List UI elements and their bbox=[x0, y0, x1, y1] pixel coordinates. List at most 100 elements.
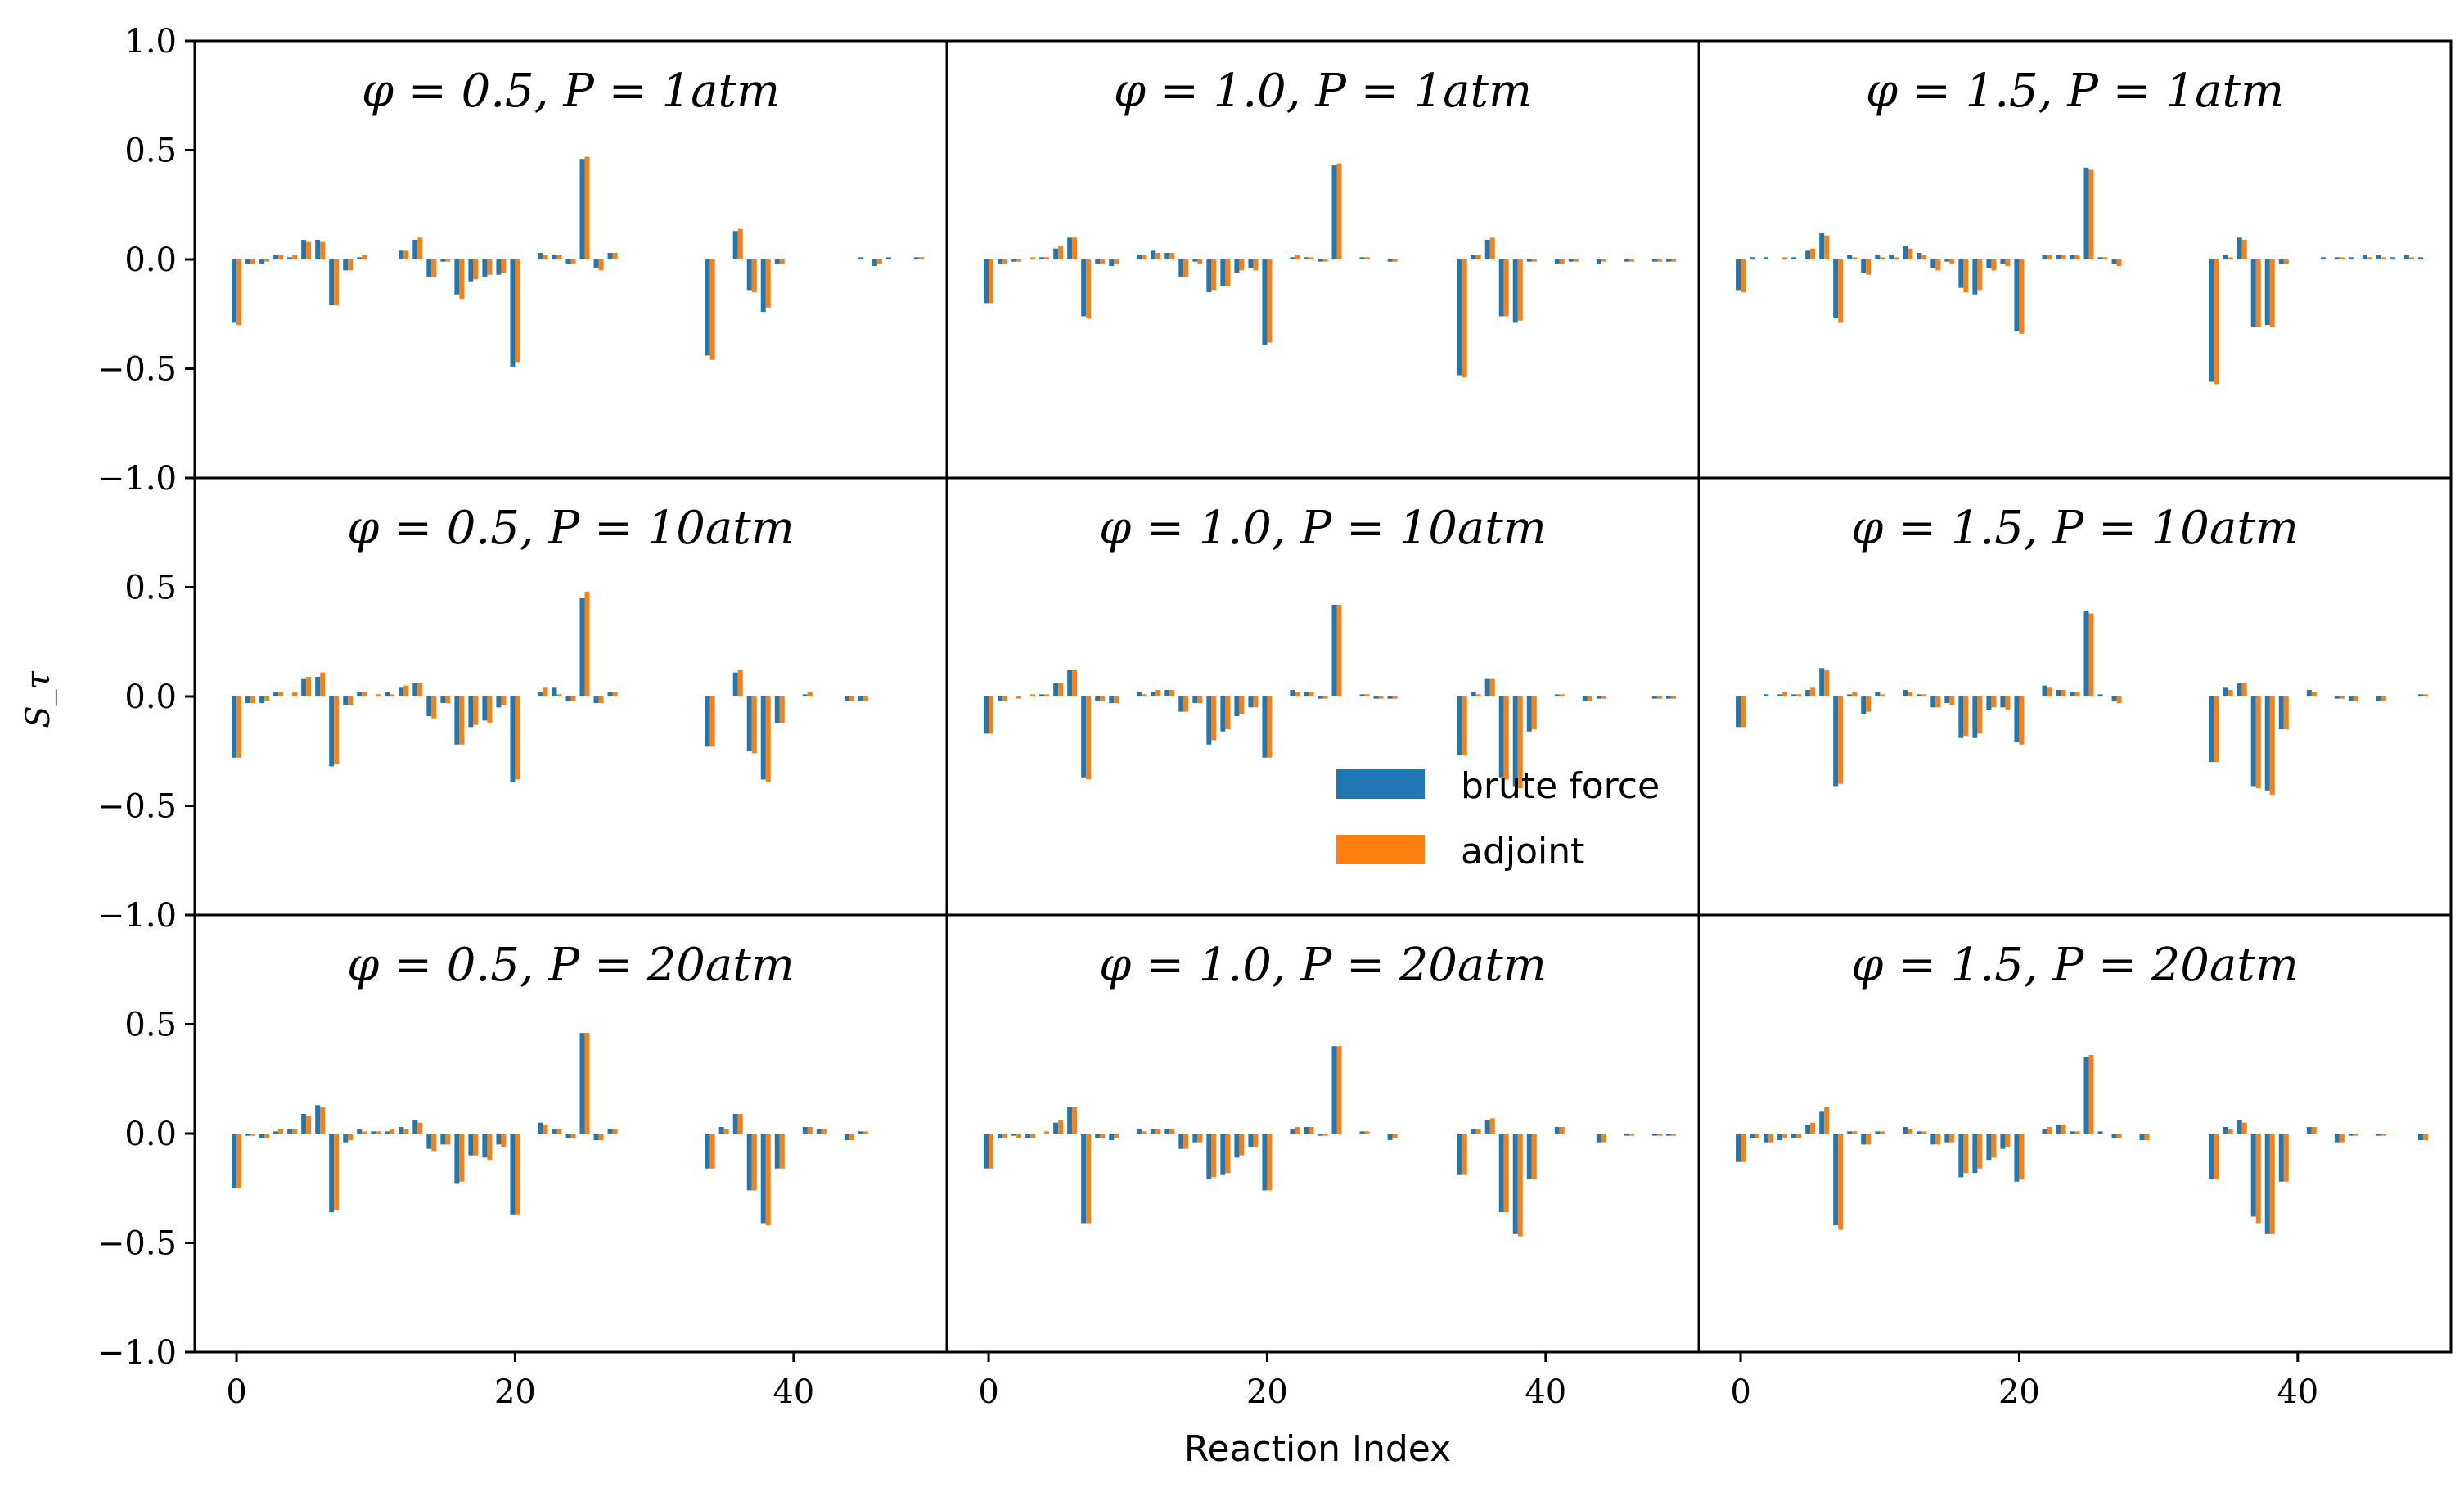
bar-brute-force-29 bbox=[1387, 1134, 1393, 1141]
bar-brute-force-1 bbox=[245, 696, 251, 704]
bar-adjoint-12 bbox=[403, 685, 409, 696]
bar-adjoint-4 bbox=[292, 255, 298, 259]
bar-adjoint-41 bbox=[807, 1126, 813, 1134]
bar-brute-force-3 bbox=[1777, 694, 1783, 696]
bar-brute-force-9 bbox=[357, 257, 363, 259]
bar-adjoint-24 bbox=[570, 259, 576, 264]
bar-brute-force-26 bbox=[593, 1134, 599, 1141]
bar-adjoint-6 bbox=[1072, 237, 1078, 259]
bar-brute-force-15 bbox=[1192, 1134, 1198, 1143]
bar-adjoint-16 bbox=[1963, 259, 1969, 293]
bar-brute-force-39 bbox=[774, 1134, 780, 1169]
bar-adjoint-2 bbox=[264, 259, 270, 262]
bar-adjoint-0 bbox=[236, 696, 242, 758]
bar-brute-force-15 bbox=[1944, 1134, 1950, 1143]
bar-brute-force-9 bbox=[1109, 696, 1115, 704]
bar-adjoint-8 bbox=[1100, 696, 1106, 701]
bar-adjoint-46 bbox=[2381, 257, 2386, 259]
bar-brute-force-7 bbox=[1081, 696, 1087, 778]
bar-adjoint-34 bbox=[1462, 259, 1467, 378]
bar-adjoint-20 bbox=[515, 696, 520, 780]
bar-brute-force-0 bbox=[232, 259, 237, 323]
bar-adjoint-9 bbox=[362, 1131, 367, 1134]
bar-adjoint-36 bbox=[737, 1113, 743, 1134]
bar-brute-force-23 bbox=[2056, 1125, 2061, 1134]
panel-title: φ = 0.5, P = 10atm bbox=[347, 502, 795, 555]
bar-adjoint-9 bbox=[1114, 696, 1119, 704]
bar-brute-force-38 bbox=[1512, 1134, 1518, 1234]
bar-adjoint-35 bbox=[723, 1129, 729, 1134]
bar-adjoint-35 bbox=[1475, 1129, 1481, 1134]
bar-adjoint-36 bbox=[2241, 1122, 2247, 1134]
bar-adjoint-25 bbox=[1336, 604, 1342, 696]
bar-adjoint-17 bbox=[473, 1134, 479, 1156]
bar-adjoint-0 bbox=[989, 1134, 994, 1169]
bar-adjoint-18 bbox=[1991, 259, 1997, 271]
bar-adjoint-16 bbox=[1963, 1134, 1969, 1174]
bar-adjoint-16 bbox=[1211, 259, 1217, 291]
bar-brute-force-38 bbox=[760, 259, 766, 313]
bar-brute-force-45 bbox=[858, 1131, 863, 1134]
bar-brute-force-3 bbox=[1025, 1134, 1031, 1138]
bar-brute-force-16 bbox=[1958, 1134, 1964, 1178]
bar-brute-force-41 bbox=[1554, 259, 1560, 264]
bar-adjoint-36 bbox=[737, 228, 743, 259]
bar-adjoint-42 bbox=[821, 1129, 827, 1134]
bar-adjoint-39 bbox=[2283, 1134, 2289, 1182]
panel-title: φ = 1.0, P = 10atm bbox=[1099, 502, 1547, 555]
bar-adjoint-7 bbox=[1838, 1134, 1844, 1230]
bar-brute-force-25 bbox=[579, 159, 585, 259]
bar-brute-force-5 bbox=[1805, 689, 1811, 696]
bar-adjoint-15 bbox=[445, 696, 451, 704]
y-tick-label: 0.0 bbox=[124, 1116, 177, 1153]
bar-adjoint-19 bbox=[501, 1134, 507, 1147]
bar-adjoint-35 bbox=[2228, 689, 2233, 696]
bar-brute-force-23 bbox=[552, 255, 557, 259]
bar-brute-force-17 bbox=[468, 1134, 474, 1156]
bar-adjoint-37 bbox=[751, 259, 757, 293]
bar-brute-force-24 bbox=[1318, 1134, 1323, 1136]
bar-adjoint-14 bbox=[431, 259, 437, 277]
bar-adjoint-38 bbox=[765, 696, 771, 782]
bar-brute-force-29 bbox=[1387, 259, 1393, 262]
bar-adjoint-3 bbox=[278, 692, 284, 696]
bar-adjoint-17 bbox=[1977, 259, 1983, 291]
bar-brute-force-49 bbox=[2417, 257, 2423, 259]
bar-brute-force-6 bbox=[315, 239, 321, 259]
bar-brute-force-14 bbox=[426, 696, 432, 717]
bar-brute-force-3 bbox=[1777, 1134, 1783, 1141]
bar-brute-force-27 bbox=[607, 1129, 613, 1134]
bar-adjoint-26 bbox=[598, 1134, 604, 1141]
bar-brute-force-22 bbox=[2042, 255, 2047, 259]
bar-adjoint-12 bbox=[1155, 252, 1161, 259]
bar-adjoint-2 bbox=[1768, 1134, 1774, 1143]
bar-adjoint-46 bbox=[2381, 1134, 2386, 1136]
bar-adjoint-25 bbox=[2088, 1054, 2094, 1134]
bar-brute-force-2 bbox=[1764, 694, 1769, 696]
bar-brute-force-2 bbox=[259, 259, 265, 264]
bar-brute-force-17 bbox=[468, 696, 474, 728]
bar-brute-force-36 bbox=[732, 672, 738, 696]
bar-adjoint-20 bbox=[1267, 696, 1273, 758]
bar-adjoint-20 bbox=[515, 1134, 520, 1215]
bar-brute-force-9 bbox=[1861, 696, 1867, 714]
bar-adjoint-8 bbox=[348, 696, 354, 705]
bar-brute-force-18 bbox=[1986, 259, 1992, 268]
bar-brute-force-19 bbox=[1248, 259, 1254, 268]
bar-adjoint-39 bbox=[2283, 696, 2289, 730]
bar-brute-force-11 bbox=[385, 692, 390, 696]
bar-brute-force-4 bbox=[1039, 257, 1045, 259]
bar-brute-force-48 bbox=[1651, 696, 1657, 699]
bar-brute-force-7 bbox=[1833, 696, 1839, 787]
bar-brute-force-37 bbox=[2250, 259, 2256, 327]
bar-adjoint-7 bbox=[1838, 696, 1844, 784]
bar-adjoint-49 bbox=[1670, 1134, 1676, 1136]
bar-brute-force-27 bbox=[607, 252, 613, 259]
bar-adjoint-14 bbox=[431, 696, 437, 719]
bar-brute-force-44 bbox=[1596, 1134, 1601, 1143]
bar-brute-force-20 bbox=[1262, 1134, 1268, 1191]
bar-adjoint-6 bbox=[1072, 1107, 1078, 1134]
bar-adjoint-15 bbox=[445, 259, 451, 262]
bar-brute-force-36 bbox=[732, 1113, 738, 1134]
